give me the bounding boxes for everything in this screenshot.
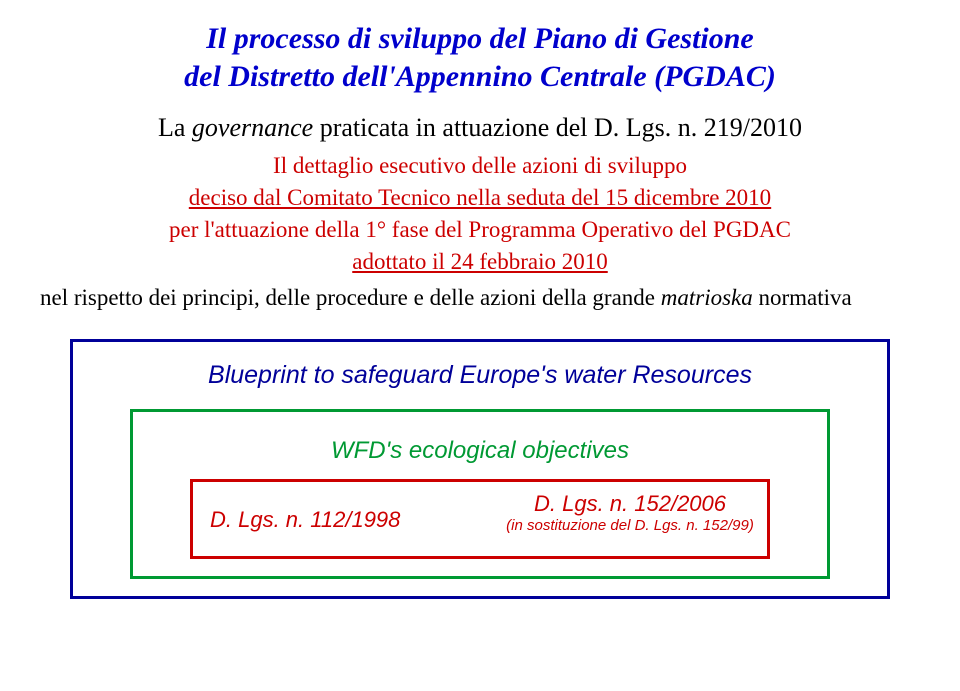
page-title: Il processo di sviluppo del Piano di Ges… — [40, 20, 920, 95]
inner-right-line1: D. Lgs. n. 152/2006 — [500, 491, 760, 517]
inner-right-label: D. Lgs. n. 152/2006 (in sostituzione del… — [500, 491, 760, 534]
subtitle-governance: governance — [192, 113, 313, 142]
wfd-label: WFD's ecological objectives — [130, 437, 830, 465]
blueprint-label: Blueprint to safeguard Europe's water Re… — [70, 361, 890, 390]
respect-matrioska: matrioska — [661, 285, 753, 310]
respect-line: nel rispetto dei principi, delle procedu… — [40, 285, 920, 311]
subtitle-suffix: praticata in attuazione del D. Lgs. n. 2… — [313, 113, 802, 142]
inner-left-label: D. Lgs. n. 112/1998 — [210, 507, 440, 533]
subtitle-prefix: La — [158, 113, 192, 142]
title-line1: Il processo di sviluppo del Piano di Ges… — [206, 22, 754, 55]
subtitle: La governance praticata in attuazione de… — [40, 113, 920, 143]
respect-prefix: nel rispetto dei principi, delle procedu… — [40, 285, 661, 310]
detail-line3: per l'attuazione della 1° fase del Progr… — [40, 217, 920, 243]
detail-line2: deciso dal Comitato Tecnico nella seduta… — [40, 185, 920, 211]
detail-line4: adottato il 24 febbraio 2010 — [40, 249, 920, 275]
detail-line1: Il dettaglio esecutivo delle azioni di s… — [40, 153, 920, 179]
title-line2: del Distretto dell'Appennino Centrale (P… — [184, 60, 776, 93]
respect-suffix: normativa — [753, 285, 852, 310]
inner-right-line2: (in sostituzione del D. Lgs. n. 152/99) — [500, 517, 760, 534]
